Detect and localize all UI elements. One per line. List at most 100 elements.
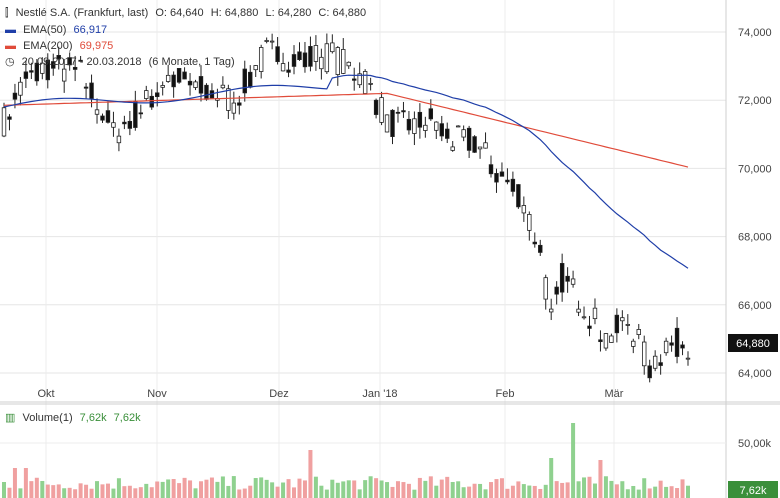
candle-body xyxy=(187,80,193,86)
ema200-legend: ▬ EMA(200) 69,975 xyxy=(5,40,117,53)
volume-bar xyxy=(319,485,324,498)
volume-bar xyxy=(2,482,6,498)
volume-bar xyxy=(12,468,17,498)
volume-bar xyxy=(286,479,291,498)
candle-body xyxy=(258,47,264,72)
candle-body xyxy=(89,82,94,99)
candle-body xyxy=(417,111,423,128)
volume-value-1: 7,62k xyxy=(79,412,107,424)
volume-bar xyxy=(335,482,340,498)
volume-bar xyxy=(445,476,450,498)
candle-body xyxy=(330,42,335,53)
volume-tick-label: 50,00k xyxy=(738,438,772,450)
low-value: L: 64,280 xyxy=(265,7,312,19)
candle-body xyxy=(67,57,72,66)
volume-bar xyxy=(565,482,570,498)
chart-type-icon[interactable]: ⫿ xyxy=(5,7,9,19)
x-tick-label: Dez xyxy=(269,388,289,400)
volume-bar xyxy=(330,479,335,498)
volume-bar xyxy=(127,485,132,498)
candle-body xyxy=(226,88,231,111)
candle-body xyxy=(674,327,680,357)
volume-bar xyxy=(401,482,406,498)
volume-bar xyxy=(182,477,187,498)
volume-legend: ▥ Volume(1) 7,62k 7,62k xyxy=(5,412,145,425)
volume-bar xyxy=(23,468,28,498)
volume-bar xyxy=(237,489,242,498)
x-tick-label: Feb xyxy=(496,388,515,400)
volume-bar xyxy=(423,480,428,498)
volume-bar xyxy=(406,483,411,498)
candle-body xyxy=(111,122,116,128)
volume-bar xyxy=(116,478,121,498)
candle-body xyxy=(23,71,29,79)
volume-label: Volume(1) xyxy=(22,412,73,424)
candle-body xyxy=(587,325,592,329)
candle-body xyxy=(477,146,483,150)
candle-body xyxy=(401,110,406,113)
volume-bar xyxy=(198,481,203,498)
volume-bar xyxy=(341,481,346,498)
volume-bar xyxy=(45,484,50,498)
candle-body xyxy=(620,317,625,322)
candle-body xyxy=(171,74,176,88)
candle-body xyxy=(592,307,598,320)
volume-bar xyxy=(188,480,193,498)
candle-body xyxy=(685,357,691,360)
volume-bar xyxy=(603,476,608,498)
volume-bar xyxy=(18,488,23,498)
volume-bar xyxy=(160,481,165,498)
volume-bar xyxy=(598,460,603,498)
volume-bar xyxy=(264,479,269,498)
candle-body xyxy=(680,344,685,349)
candle-body xyxy=(198,76,204,94)
candle-body xyxy=(138,112,143,115)
volume-bar xyxy=(461,487,466,498)
candle-body xyxy=(455,125,461,128)
range-legend: ◷ 20.09.2017 - 20.03.2018 (6 Monate, 1 T… xyxy=(5,56,239,69)
volume-bar xyxy=(510,485,515,498)
volume-bar xyxy=(62,488,67,498)
candle-body xyxy=(242,68,247,94)
volume-bar xyxy=(226,485,231,498)
volume-bar xyxy=(669,486,674,498)
candle-body xyxy=(302,52,308,68)
volume-bar xyxy=(95,481,100,498)
last-volume-label: 7,62k xyxy=(740,485,767,497)
volume-bar xyxy=(653,486,658,498)
y-tick-label: 74,000 xyxy=(738,27,772,39)
candle-body xyxy=(335,47,340,75)
volume-bar xyxy=(395,481,400,498)
volume-bar xyxy=(516,481,521,498)
last-price-label: 64,880 xyxy=(736,338,770,350)
volume-bar xyxy=(352,480,357,498)
y-tick-label: 64,000 xyxy=(738,368,772,380)
volume-bar xyxy=(357,489,362,498)
candle-body xyxy=(286,69,291,73)
candle-body xyxy=(368,82,373,85)
last-volume-box xyxy=(728,481,778,498)
candle-body xyxy=(116,135,122,144)
volume-bar xyxy=(313,476,318,498)
candle-body xyxy=(160,85,165,88)
volume-bar xyxy=(215,481,220,498)
volume-bar xyxy=(51,485,56,498)
volume-bar xyxy=(412,489,417,498)
candle-body xyxy=(412,118,417,134)
candle-body xyxy=(647,365,652,379)
candle-body xyxy=(362,71,368,94)
volume-bar xyxy=(631,485,636,498)
candle-body xyxy=(72,66,78,70)
candle-body xyxy=(642,341,647,367)
candle-body xyxy=(565,275,570,282)
candle-body xyxy=(133,100,138,128)
volume-bar xyxy=(532,485,537,498)
volume-bar xyxy=(450,482,455,498)
candle-body xyxy=(297,51,302,61)
candle-body xyxy=(598,339,603,343)
candle-body xyxy=(505,179,510,183)
ohlc-legend: ⫿ Nestlé S.A. (Frankfurt, last) O: 64,64… xyxy=(5,7,370,20)
x-tick-label: Okt xyxy=(37,388,54,400)
candle-body xyxy=(521,205,527,214)
candle-body xyxy=(51,61,56,69)
